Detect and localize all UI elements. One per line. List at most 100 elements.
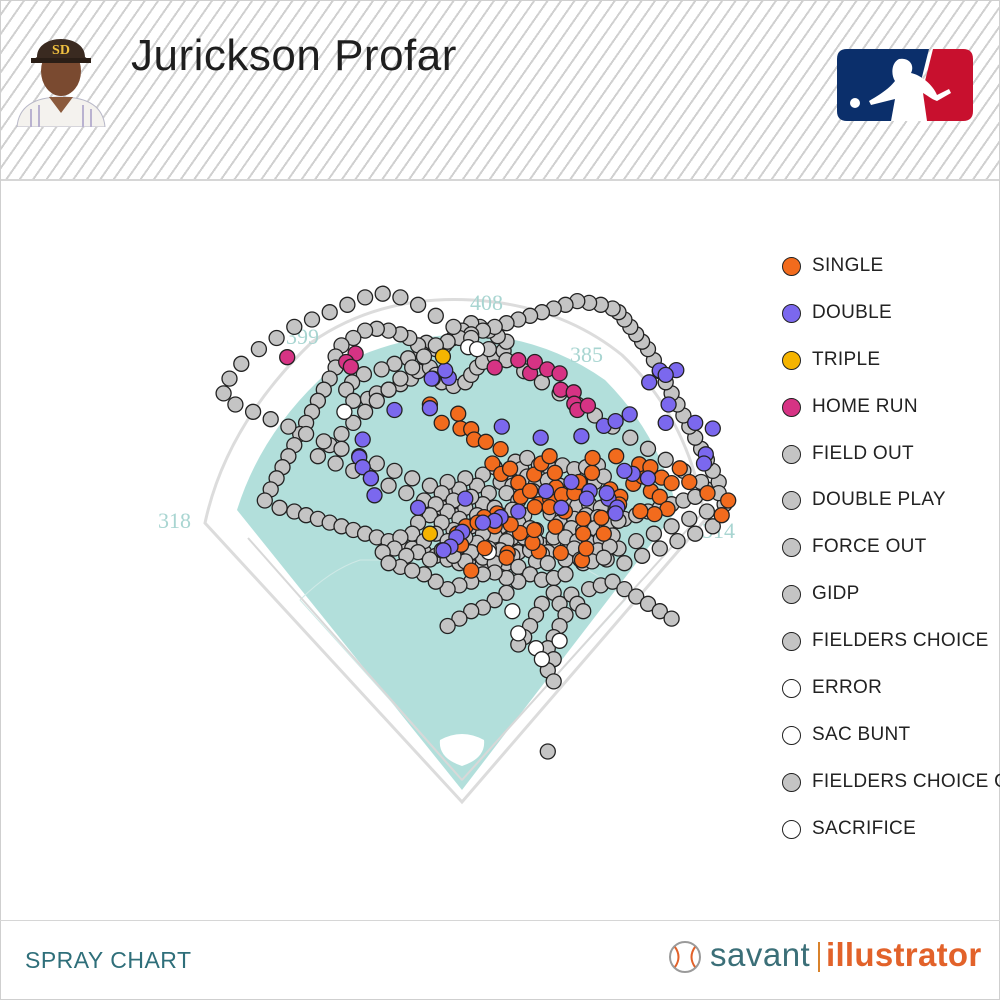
point-home-run [279,349,296,366]
point-single [720,492,737,509]
legend-label: SAC BUNT [812,723,911,745]
legend-label: FORCE OUT [812,536,927,558]
point-out [622,429,639,446]
legend-label: SINGLE [812,255,884,276]
point-double [532,429,549,446]
point-double [607,505,624,522]
legend-dot-field-out [782,444,801,464]
point-out [519,449,536,467]
point-home-run [579,397,597,414]
point-double [362,470,380,487]
point-out [639,440,657,457]
point-double [578,490,595,507]
point-single [484,455,501,472]
baseball-icon [669,941,701,973]
legend-dot-triple [782,350,801,370]
point-out [651,540,668,557]
legend-dot-single [782,257,801,276]
point-out [595,549,612,566]
point-double [510,503,527,520]
point-out [309,448,327,465]
point-single [595,525,612,542]
point-out [380,381,397,398]
point-out [392,370,409,387]
legend-dot-gidp [782,585,801,605]
point-double [607,412,624,430]
point-out [639,595,657,612]
point-out [280,418,297,435]
point-out [404,470,421,487]
left-foul-line [247,537,463,781]
legend-label: SACRIFICE [812,817,917,839]
batted-ball-points [215,285,737,760]
point-out [303,311,321,328]
point-out [215,385,232,402]
point-out [286,318,303,336]
point-single [608,448,625,465]
point-out [315,433,332,450]
point-out [486,592,503,609]
point-single [477,433,495,450]
legend-label: DOUBLE PLAY [812,489,946,511]
brand-illustrator: illustrator [826,936,982,973]
mlb-logo [837,49,973,121]
point-single [541,448,558,465]
point-single [663,474,680,492]
savant-illustrator-brand: savant illustrator [668,936,988,980]
point-double [366,487,383,504]
point-out [445,318,462,336]
point-out [427,573,444,590]
point-out [421,477,439,494]
point-out [380,555,397,572]
point-out [427,307,444,324]
legend-label: ERROR [812,677,883,699]
legend-dot-force-out [782,538,801,558]
point-out [256,492,273,509]
footer-divider [0,920,1000,921]
point-out [392,289,409,306]
point-error [468,340,486,358]
point-double [437,362,454,379]
point-out [380,477,397,494]
point-double [616,462,633,480]
legend-label: DOUBLE [812,301,892,323]
legend-item-double-play: DOUBLE PLAY [782,486,1000,533]
point-home-run [526,353,543,371]
point-out [651,603,668,620]
point-out [409,296,427,313]
point-error [336,403,353,420]
point-single [526,498,543,516]
point-out [227,396,244,413]
point-single [526,521,543,539]
point-single [546,464,564,481]
legend-label: FIELDERS CHOICE OUT [812,770,1000,792]
point-double [563,473,580,491]
point-out [374,285,391,302]
legend-dot-sac-bunt [782,725,801,745]
legend-dot-fielders-choice [782,632,801,652]
point-out [268,329,285,347]
point-single [450,405,467,422]
legend-dot-error [782,679,801,699]
point-single [671,460,688,477]
point-out [327,455,344,472]
spray-chart-plot: 318 399 408 385 314 [158,285,737,805]
point-double [573,428,590,445]
point-double [537,483,555,500]
legend-dot-fielders-choice-out [782,772,801,792]
point-double [695,455,713,472]
legend-item-fielders-choice: FIELDERS CHOICE [782,627,1000,674]
point-out [421,507,439,524]
point-error [533,651,551,668]
fence-label-center: 408 [470,290,503,315]
point-single [681,473,698,491]
point-out [498,584,515,601]
point-single [583,464,601,481]
point-out [704,518,721,535]
point-out [398,484,415,502]
point-single [575,525,592,542]
point-out [368,455,385,472]
point-single [492,440,509,458]
point-single [575,510,592,528]
point-double [423,370,440,387]
